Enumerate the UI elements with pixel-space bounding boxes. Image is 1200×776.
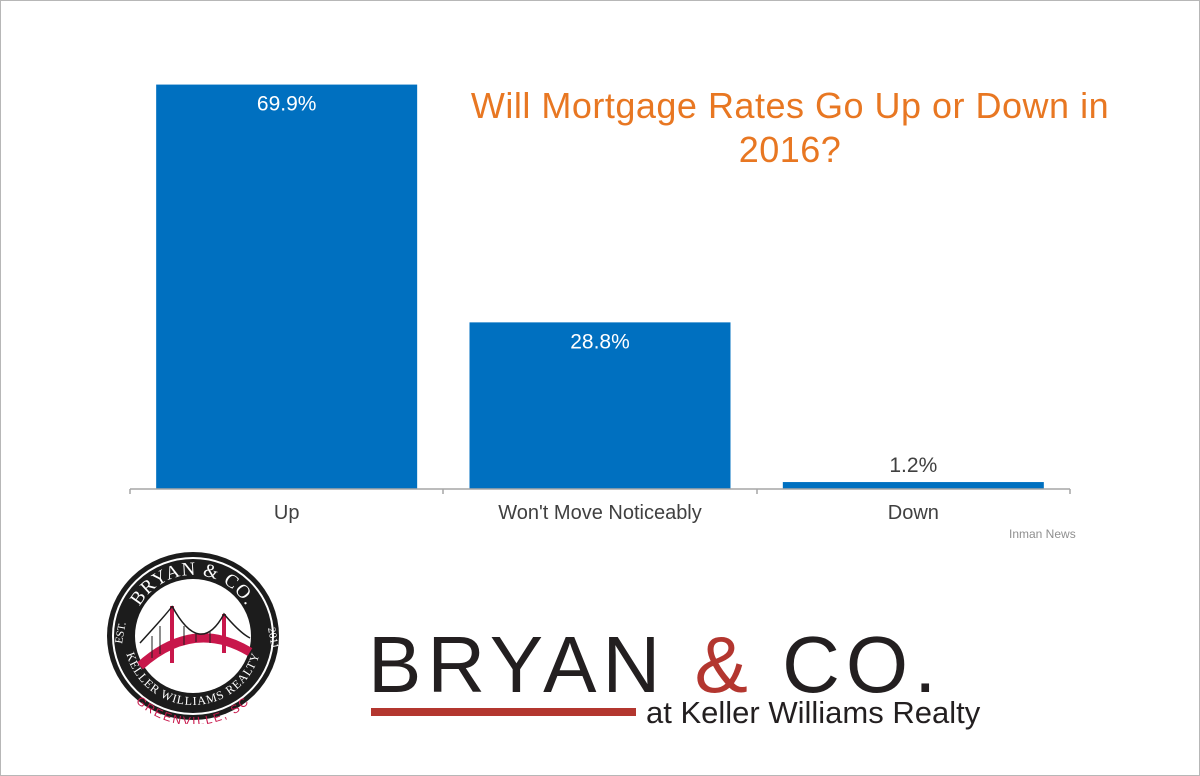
brand-block: BRYAN & CO. at Keller Williams Realty [368, 620, 1128, 740]
bar-value-label: 1.2% [889, 454, 937, 477]
bar-chart: 69.9% Up 28.8% Won't Move Noticeably 1.2% Dow… [129, 84, 1071, 524]
brand-name: BRYAN & CO. [368, 620, 942, 710]
logo-est-label: EST. [113, 621, 129, 644]
brand-name-ampersand: & [694, 620, 754, 709]
bar-value-label: 28.8% [570, 330, 630, 353]
category-label: Down [888, 502, 939, 524]
chart-title: Will Mortgage Rates Go Up or Down in 201… [470, 85, 1110, 170]
bryan-co-logo: BRYAN & CO. EST. 2011 KELLER WILLIAMS RE… [107, 552, 281, 724]
logo-est-year: 2011 [265, 626, 281, 649]
logo-ring-line [112, 557, 274, 715]
labels-group: 69.9% Up 28.8% Won't Move Noticeably 1.2% Dow… [257, 93, 939, 524]
category-label: Won't Move Noticeably [498, 502, 702, 524]
brand-name-part2: CO. [782, 620, 943, 709]
bar-value-label: 69.9% [257, 93, 317, 116]
brand-rule [371, 708, 636, 716]
bar-1 [156, 84, 418, 489]
bars-group [156, 84, 1044, 489]
brand-subtitle: at Keller Williams Realty [646, 695, 981, 730]
bar-3 [782, 482, 1044, 489]
brand-name-part1: BRYAN [368, 620, 667, 709]
chart-source: Inman News [1009, 527, 1076, 541]
category-label: Up [274, 502, 300, 524]
bridge-icon [136, 605, 253, 670]
bar-2 [469, 322, 731, 489]
